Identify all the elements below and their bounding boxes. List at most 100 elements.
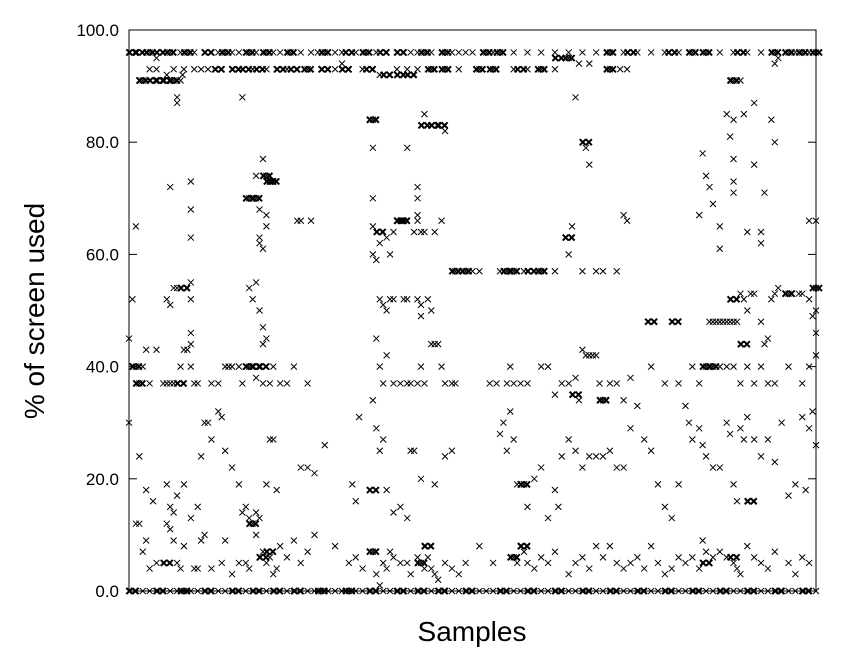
data-point xyxy=(620,396,627,404)
data-point xyxy=(613,464,621,471)
data-point xyxy=(565,570,573,578)
data-point xyxy=(620,587,627,595)
data-point xyxy=(493,48,501,57)
data-point xyxy=(523,480,531,489)
data-point xyxy=(675,481,682,488)
data-point xyxy=(366,548,374,556)
data-point xyxy=(640,565,648,572)
data-point xyxy=(737,424,744,432)
data-point xyxy=(699,559,707,567)
data-point xyxy=(283,380,291,387)
data-point xyxy=(599,453,607,460)
data-point xyxy=(647,447,655,455)
data-point xyxy=(376,239,384,247)
data-point xyxy=(434,576,442,584)
data-point xyxy=(603,48,611,57)
data-point xyxy=(705,559,713,567)
data-point xyxy=(634,587,642,595)
data-point xyxy=(629,48,638,57)
data-point xyxy=(668,565,676,572)
data-point xyxy=(217,65,226,73)
data-point xyxy=(805,295,813,303)
data-point xyxy=(606,542,614,550)
data-point xyxy=(259,245,267,253)
data-point xyxy=(771,60,779,68)
data-point xyxy=(462,559,469,567)
data-point xyxy=(534,267,542,275)
data-point xyxy=(146,65,153,73)
data-points xyxy=(125,48,823,595)
data-point xyxy=(304,548,311,556)
data-point xyxy=(427,565,435,572)
data-point xyxy=(221,447,229,455)
data-point xyxy=(733,318,741,326)
data-point xyxy=(132,48,141,57)
data-point xyxy=(324,48,332,57)
data-point xyxy=(781,289,790,298)
data-point xyxy=(160,559,168,567)
data-point xyxy=(688,553,696,561)
data-point xyxy=(585,138,593,146)
data-point xyxy=(558,453,566,460)
data-point xyxy=(740,110,748,118)
data-point xyxy=(524,267,532,275)
data-point xyxy=(355,413,363,421)
data-point xyxy=(403,217,411,225)
data-point xyxy=(579,587,587,595)
data-point xyxy=(524,559,531,567)
data-point xyxy=(682,402,689,410)
data-point xyxy=(623,217,631,225)
data-point xyxy=(265,172,274,180)
data-point xyxy=(177,284,185,292)
data-point xyxy=(627,587,634,595)
data-point xyxy=(173,559,181,567)
data-point xyxy=(218,559,226,567)
data-point xyxy=(699,48,707,57)
data-point xyxy=(551,49,559,56)
data-point xyxy=(187,340,195,348)
data-point xyxy=(709,200,717,208)
data-point xyxy=(348,481,356,488)
data-point xyxy=(743,340,751,348)
data-point xyxy=(785,559,792,567)
data-point xyxy=(695,424,703,432)
data-point xyxy=(214,408,222,415)
data-point xyxy=(304,464,311,471)
data-point xyxy=(705,48,713,57)
data-point xyxy=(269,436,277,443)
data-point xyxy=(478,65,487,73)
data-point xyxy=(259,48,268,57)
data-point xyxy=(743,363,751,370)
data-point xyxy=(702,172,710,180)
data-point xyxy=(750,380,758,387)
data-point xyxy=(166,587,174,595)
data-point xyxy=(750,553,758,561)
data-point xyxy=(712,362,720,371)
data-point xyxy=(486,65,494,73)
data-point xyxy=(730,116,737,124)
data-point xyxy=(801,48,809,57)
data-point xyxy=(266,436,274,443)
data-point xyxy=(417,228,425,236)
data-point xyxy=(448,267,457,275)
data-point xyxy=(647,587,655,595)
data-point xyxy=(785,587,792,595)
data-point xyxy=(245,565,253,572)
data-point xyxy=(468,587,476,595)
data-point xyxy=(300,65,309,73)
data-point xyxy=(438,48,446,57)
data-point xyxy=(589,352,597,359)
data-point xyxy=(376,48,384,57)
data-point xyxy=(183,587,191,595)
data-point xyxy=(362,65,371,73)
data-point xyxy=(798,380,806,387)
data-point xyxy=(702,548,710,556)
data-point xyxy=(798,587,807,595)
data-point xyxy=(228,65,237,73)
data-point xyxy=(750,497,758,505)
data-point xyxy=(574,390,583,399)
data-point xyxy=(644,318,652,326)
data-point xyxy=(393,65,401,73)
data-point xyxy=(372,570,380,578)
data-point xyxy=(184,346,191,354)
